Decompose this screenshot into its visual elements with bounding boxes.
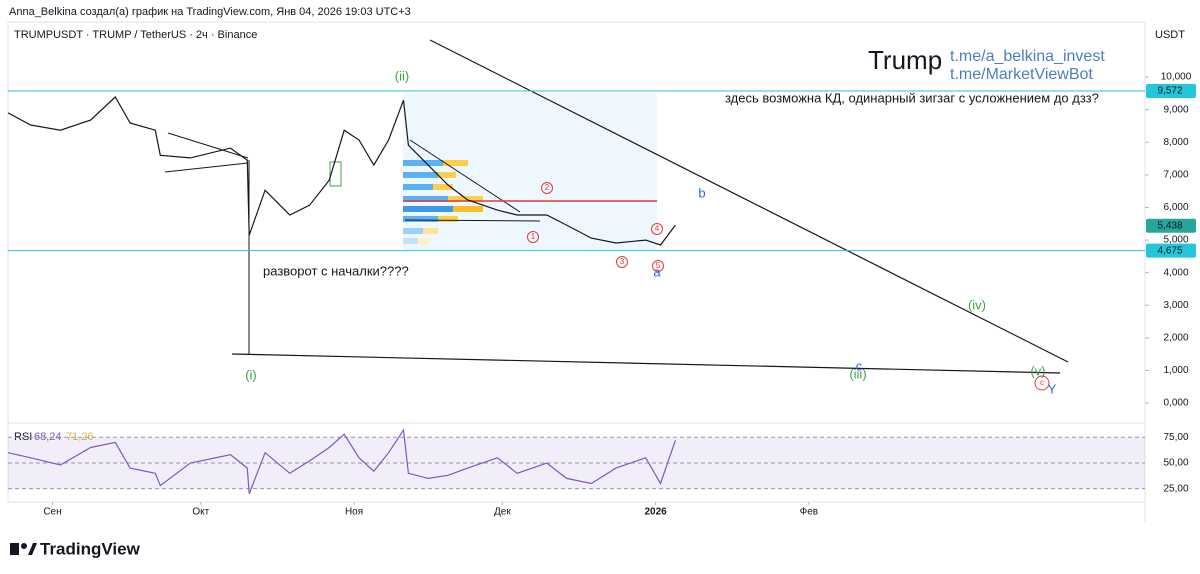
- marker-box: [329, 161, 342, 187]
- wave-label: b: [698, 185, 705, 200]
- wave-label: (iv): [968, 297, 986, 312]
- x-tick-label: 2026: [644, 507, 667, 518]
- currency: USDT: [1155, 29, 1185, 41]
- logo-text: TradingView: [40, 539, 141, 558]
- price-tag: [1146, 243, 1196, 258]
- x-tick-label: Сен: [43, 507, 61, 518]
- trend-line: [429, 39, 1069, 363]
- y-tick-label: 6,000: [1163, 202, 1188, 213]
- x-tick-label: Окт: [192, 507, 209, 518]
- y-tick-label: 4,000: [1163, 267, 1188, 278]
- logo: [10, 543, 37, 555]
- series-line: [7, 96, 676, 246]
- wave-label: 4: [655, 224, 660, 233]
- y-tick-label: 7,000: [1163, 170, 1188, 181]
- wave-label: (v): [1030, 363, 1045, 378]
- x-tick-label: Ноя: [345, 507, 363, 518]
- annotation: здесь возможна КД, одинарный зигзаг с ус…: [725, 90, 1099, 105]
- y-tick-label: 10,000: [1161, 72, 1192, 83]
- annotation: разворот с началки????: [263, 263, 409, 278]
- wave-label: (iii): [849, 366, 866, 381]
- wave-label: (i): [245, 367, 257, 382]
- price-tag-label: 9,572: [1157, 86, 1182, 97]
- y-tick-label: 0,000: [1163, 398, 1188, 409]
- y-tick-label: 25,00: [1163, 483, 1188, 494]
- y-tick-label: 9,000: [1163, 104, 1188, 115]
- y-tick-label: 1,000: [1163, 365, 1188, 376]
- wave-label: 5: [656, 261, 661, 270]
- wave-label: 2: [545, 183, 550, 192]
- symbol: TRUMPUSDT · TRUMP / TetherUS · 2ч · Bina…: [14, 29, 257, 41]
- y-tick-label: 75,00: [1163, 432, 1188, 443]
- y-tick-label: 50,00: [1163, 458, 1188, 469]
- series-line: [7, 428, 676, 495]
- y-tick-label: 2,000: [1163, 332, 1188, 343]
- wave-label: 3: [620, 257, 625, 266]
- y-tick-label: 5,000: [1163, 235, 1188, 246]
- title: Trump: [868, 45, 942, 75]
- wave-circle: [652, 260, 664, 272]
- trend-line: [409, 139, 521, 213]
- wave-label: 1: [531, 232, 536, 241]
- trend-line: [167, 132, 249, 159]
- wave-label: (ii): [395, 68, 409, 83]
- price-tag: [1146, 218, 1196, 233]
- x-tick-label: Фев: [800, 507, 818, 518]
- x-tick-label: Дек: [494, 507, 511, 518]
- wave-label: c: [1040, 378, 1044, 387]
- trend-line: [404, 219, 541, 222]
- wave-circle: [527, 231, 539, 243]
- link: t.me/a_belkina_invest: [950, 48, 1105, 65]
- y-tick-label: 3,000: [1163, 300, 1188, 311]
- price-tag-label: 4,675: [1157, 245, 1182, 256]
- rsi-value: 68,24: [34, 431, 62, 443]
- credit: Anna_Belkina создал(а) график на Trading…: [9, 6, 411, 18]
- trend-line: [164, 162, 249, 173]
- y-tick-label: 8,000: [1163, 137, 1188, 148]
- price-tag-label: 5,438: [1157, 220, 1182, 231]
- wave-label: c: [856, 358, 863, 373]
- link: t.me/MarketViewBot: [950, 66, 1093, 83]
- wave-circle: [541, 182, 553, 194]
- wave-circle: [651, 223, 663, 235]
- wave-label: Y: [1048, 381, 1057, 396]
- wave-circle: [1034, 375, 1050, 391]
- price-tag: [1146, 84, 1196, 99]
- range-box: [403, 93, 657, 250]
- wave-circle: [616, 256, 628, 268]
- trend-line: [231, 353, 1061, 374]
